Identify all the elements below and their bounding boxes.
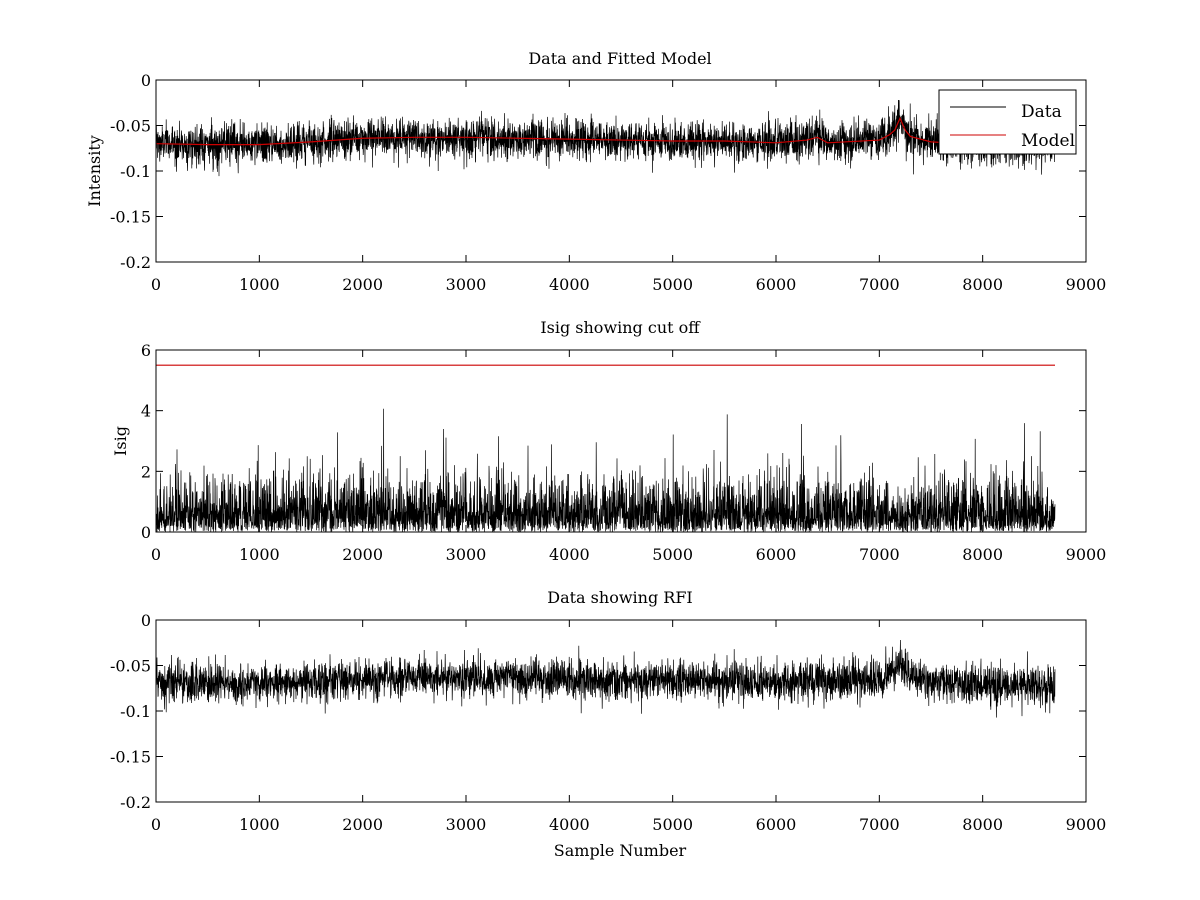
x-tick-label: 9000 [1066, 545, 1107, 564]
plot-area [156, 364, 1056, 532]
x-tick-label: 2000 [342, 275, 383, 294]
y-tick-label: -0.1 [120, 162, 151, 181]
y-tick-label: -0.15 [110, 208, 151, 227]
subplot-data-showing-rfi: Data showing RFI Sample Number 0 1000 2000… [110, 588, 1106, 860]
y-tick-label: 0 [141, 71, 151, 90]
subplot-isig-showing-cut-off: Isig showing cut off Isig 0 1000 2000 3000 4… [111, 318, 1106, 564]
x-tick-label: 3000 [446, 815, 487, 834]
y-tick-label: -0.05 [110, 657, 151, 676]
x-tick-label: 8000 [962, 545, 1003, 564]
x-tick-label: 5000 [652, 815, 693, 834]
y-tick-label: 0 [141, 611, 151, 630]
legend-box [938, 89, 1077, 155]
x-tick-label: 0 [151, 275, 161, 294]
y-tick-label: -0.2 [120, 793, 151, 812]
x-tick-label: 6000 [756, 545, 797, 564]
x-tick-label: 4000 [549, 815, 590, 834]
subplot-title: Data showing RFI [547, 588, 692, 607]
x-tick-label: 0 [151, 545, 161, 564]
y-tick-label: 2 [141, 462, 151, 481]
x-tick-label: 8000 [962, 275, 1003, 294]
legend-label-data: Data [1021, 102, 1062, 122]
y-tick-label: -0.15 [110, 748, 151, 767]
x-tick-label: 6000 [756, 275, 797, 294]
y-axis-label: Isig [111, 426, 130, 456]
plot-area [156, 99, 1056, 177]
subplot-data-and-fitted-model: Data and Fitted Model Intensity 0 1000 200… [85, 49, 1106, 294]
x-tick-label: 3000 [446, 545, 487, 564]
x-tick-label: 0 [151, 815, 161, 834]
x-tick-label: 2000 [342, 815, 383, 834]
x-tick-label: 7000 [859, 275, 900, 294]
y-tick-label: -0.1 [120, 702, 151, 721]
x-tick-label: 4000 [549, 545, 590, 564]
x-tick-label: 2000 [342, 545, 383, 564]
data-series-line [156, 640, 1056, 718]
y-tick-label: 0 [141, 523, 151, 542]
data-series-line [156, 99, 1056, 177]
x-tick-label: 3000 [446, 275, 487, 294]
axes-frame [155, 349, 1087, 533]
isig-series-line [156, 408, 1056, 532]
x-tick-label: 5000 [652, 275, 693, 294]
x-tick-label: 9000 [1066, 275, 1107, 294]
x-tick-label: 8000 [962, 815, 1003, 834]
x-tick-label: 4000 [549, 275, 590, 294]
legend: Data Model [938, 89, 1077, 155]
x-tick-label: 9000 [1066, 815, 1107, 834]
subplot-title: Isig showing cut off [540, 318, 701, 337]
x-tick-label: 6000 [756, 815, 797, 834]
y-tick-label: 6 [141, 341, 151, 360]
subplot-title: Data and Fitted Model [528, 49, 711, 68]
x-tick-label: 5000 [652, 545, 693, 564]
x-tick-label: 7000 [859, 815, 900, 834]
x-tick-label: 1000 [239, 275, 280, 294]
model-series-line [156, 116, 1056, 148]
x-axis-label: Sample Number [554, 841, 687, 860]
legend-label-model: Model [1021, 131, 1075, 151]
y-tick-label: -0.05 [110, 117, 151, 136]
y-tick-label: 4 [141, 402, 151, 421]
x-tick-label: 7000 [859, 545, 900, 564]
x-tick-label: 1000 [239, 815, 280, 834]
x-tick-label: 1000 [239, 545, 280, 564]
y-tick-label: -0.2 [120, 253, 151, 272]
plot-area [156, 640, 1056, 718]
y-axis-label: Intensity [85, 135, 104, 207]
